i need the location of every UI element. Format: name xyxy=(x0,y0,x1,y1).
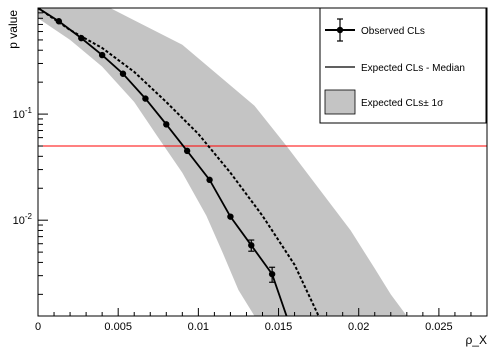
x-axis-title: ρ_X xyxy=(465,333,487,347)
observed-point xyxy=(206,176,213,184)
observed-point xyxy=(248,242,255,249)
observed-point xyxy=(183,147,191,155)
legend-median-label: Expected CLs - Median xyxy=(361,63,465,74)
expected-median-line xyxy=(38,8,320,316)
observed-point xyxy=(55,18,63,25)
legend-band-swatch xyxy=(324,89,356,115)
x-tick-label: 0.01 xyxy=(188,321,209,333)
x-tick-label: 0.025 xyxy=(425,321,453,333)
observed-point xyxy=(78,34,85,42)
y-axis-title: p value xyxy=(6,10,20,49)
x-tick-label: 0.015 xyxy=(265,321,293,333)
y-tick-label: 10-1 xyxy=(13,106,33,121)
y-axis: 10-1 10-2 xyxy=(13,12,48,295)
observed-point xyxy=(98,51,106,59)
legend: Observed CLs Expected CLs - Median Expec… xyxy=(319,7,487,124)
observed-point xyxy=(227,213,234,220)
legend-band-label: Expected CLs± 1σ xyxy=(361,98,444,109)
observed-point xyxy=(142,95,149,102)
x-tick-label: 0.005 xyxy=(104,321,132,333)
legend-observed-label: Observed CLs xyxy=(361,26,425,37)
x-tick-label: 0 xyxy=(35,321,41,333)
observed-point xyxy=(268,270,276,278)
legend-entry-band: Expected CLs± 1σ xyxy=(324,89,444,115)
observed-point xyxy=(119,70,127,77)
x-tick-label: 0.02 xyxy=(348,321,369,333)
observed-layer xyxy=(38,8,288,316)
expected-median-layer xyxy=(38,8,320,316)
y-tick-label: 10-2 xyxy=(13,212,33,227)
legend-entry-median: Expected CLs - Median xyxy=(325,63,465,74)
legend-entry-observed: Observed CLs xyxy=(325,18,425,42)
observed-point xyxy=(163,121,170,128)
legend-observed-marker xyxy=(336,26,344,34)
x-axis: 0 0.005 0.01 0.015 0.02 0.025 xyxy=(35,308,472,333)
